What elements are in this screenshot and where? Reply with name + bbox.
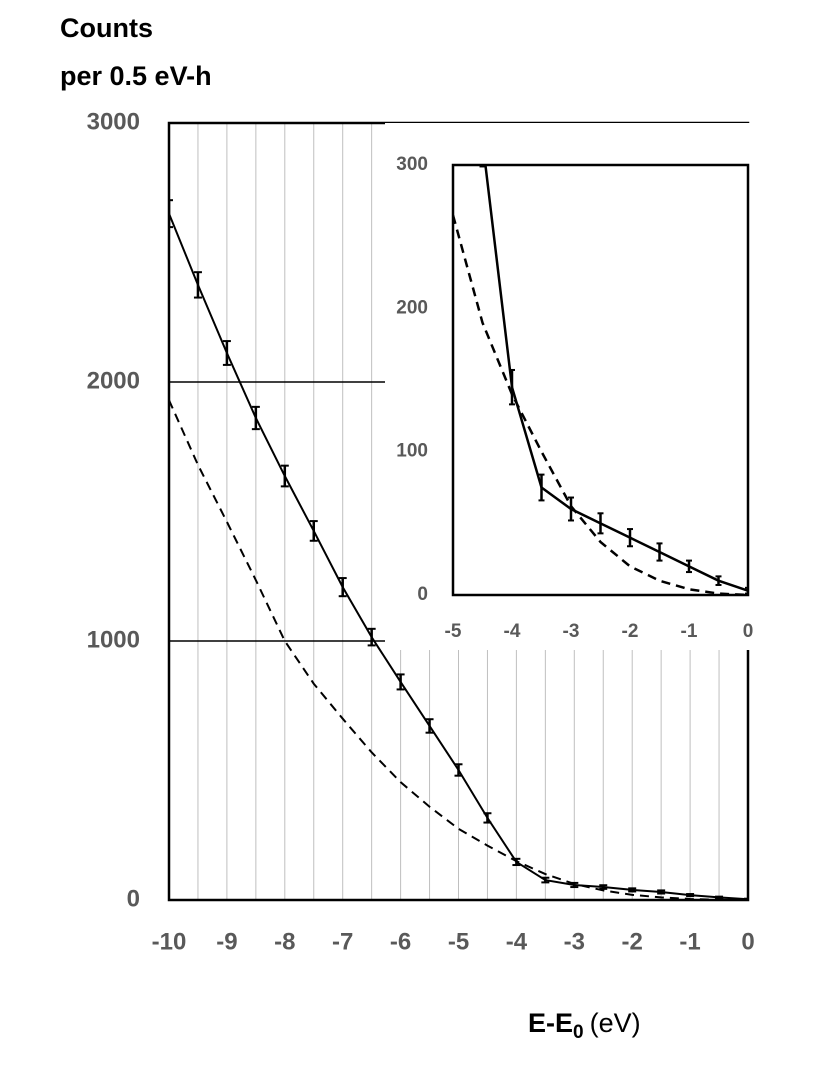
error-bar xyxy=(396,673,405,691)
error-bar xyxy=(745,586,748,595)
error-bar xyxy=(367,627,376,647)
error-bar xyxy=(541,876,550,884)
y-tick-label: 0 xyxy=(127,885,140,912)
error-bar xyxy=(715,575,722,586)
x-axis-label-subscript: 0 xyxy=(573,1022,584,1043)
x-axis-label-text: E-E xyxy=(528,1008,573,1038)
y-tick-label: 0 xyxy=(417,584,428,605)
error-bar xyxy=(509,368,515,406)
x-axis-label: E-E0 (eV) xyxy=(528,1008,641,1043)
plot-frame xyxy=(451,163,750,597)
x-tick-label: -1 xyxy=(681,621,698,642)
x-tick-label: 0 xyxy=(741,928,754,955)
error-bar xyxy=(280,464,289,488)
error-bar xyxy=(656,542,663,562)
x-tick-label: -4 xyxy=(504,621,521,642)
series-group xyxy=(169,199,748,900)
x-tick-label: 0 xyxy=(743,621,754,642)
error-bar xyxy=(538,473,545,502)
dashed-line xyxy=(453,214,748,595)
error-bar xyxy=(169,199,173,229)
error-bar xyxy=(425,718,434,734)
error-bar xyxy=(309,520,318,542)
error-bar xyxy=(657,889,666,895)
error-bar xyxy=(686,559,692,574)
y-tick-label: 100 xyxy=(396,441,428,462)
error-bar xyxy=(568,496,574,522)
x-tick-label: -9 xyxy=(216,928,237,955)
inset-background xyxy=(385,123,755,650)
error-bar xyxy=(628,887,637,893)
x-tick-label: -10 xyxy=(152,928,187,955)
x-tick-label: -8 xyxy=(274,928,295,955)
error-bar xyxy=(193,271,202,299)
x-tick-label: -7 xyxy=(332,928,353,955)
y-tick-label: 200 xyxy=(396,297,428,318)
error-bar xyxy=(715,895,724,900)
x-tick-label: -1 xyxy=(679,928,700,955)
inset-plot: 0 100 200 300 -5 -4 -3 -2 -1 0 xyxy=(396,154,754,642)
y-tick-label: 2000 xyxy=(87,367,140,394)
x-axis-label-unit: (eV) xyxy=(590,1008,641,1038)
y-tick-label: 1000 xyxy=(87,626,140,653)
error-bar xyxy=(597,512,604,535)
x-tick-label: -4 xyxy=(506,928,528,955)
y-axis-label: per 0.5 eV-h xyxy=(60,61,212,91)
error-bar xyxy=(338,577,347,598)
x-tick-label: -5 xyxy=(445,621,462,642)
x-tick-label: -2 xyxy=(622,928,643,955)
x-tick-label: -3 xyxy=(563,621,580,642)
x-tick-label: -3 xyxy=(564,928,585,955)
error-bar xyxy=(251,405,260,431)
error-bar xyxy=(627,528,633,548)
error-bar xyxy=(454,763,463,777)
y-axis-label: Counts xyxy=(60,13,153,43)
error-bar xyxy=(222,340,231,366)
x-tick-label: -6 xyxy=(390,928,411,955)
error-bar xyxy=(479,165,486,168)
y-tick-label: 300 xyxy=(396,154,428,175)
error-bar xyxy=(483,812,492,824)
error-bar xyxy=(686,893,695,898)
x-tick-label: -5 xyxy=(448,928,469,955)
x-tick-label: -2 xyxy=(622,621,639,642)
series-group xyxy=(453,165,748,595)
y-tick-label: 3000 xyxy=(87,108,140,135)
